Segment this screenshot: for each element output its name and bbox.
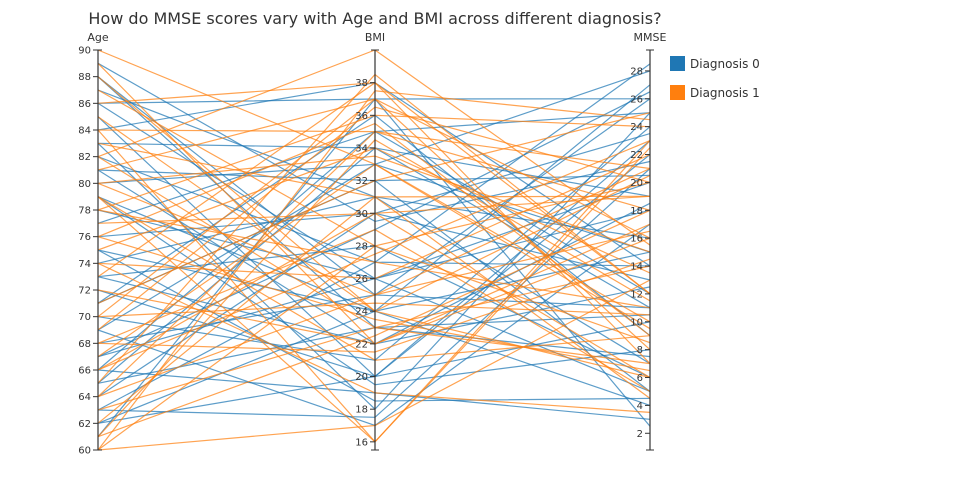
tick-label: 24 — [355, 307, 368, 318]
polyline-layer — [97, 49, 651, 451]
tick-label: 24 — [630, 122, 643, 133]
data-line-diagnosis-1 — [97, 73, 651, 384]
axis-bmi[interactable]: BMI 16 18 20 22 24 26 28 30 32 34 36 38 — [355, 31, 385, 451]
tick-label: 32 — [355, 176, 368, 187]
tick-label: 28 — [630, 66, 643, 77]
tick-label: 64 — [78, 392, 91, 403]
axis-age[interactable]: Age 60 62 64 66 68 70 72 74 76 78 80 82 84 86 88 90 — [78, 31, 109, 457]
data-line-diagnosis-0 — [97, 70, 651, 184]
tick-label: 12 — [630, 289, 643, 300]
data-line-diagnosis-1 — [97, 155, 651, 253]
tick-label: 72 — [78, 286, 91, 297]
data-line-diagnosis-1 — [97, 279, 651, 451]
chart-title: How do MMSE scores vary with Age and BMI… — [88, 9, 661, 28]
tick-label: 22 — [355, 339, 368, 350]
tick-label: 70 — [78, 312, 91, 323]
legend-swatch — [670, 85, 685, 100]
tick-label: 26 — [355, 274, 368, 285]
tick-label: 36 — [355, 111, 368, 122]
tick-label: 20 — [355, 372, 368, 383]
tick-label: 66 — [78, 366, 91, 377]
tick-label: 16 — [630, 234, 643, 245]
tick-label: 74 — [78, 259, 91, 270]
legend-item-diagnosis-0[interactable]: Diagnosis 0 — [670, 56, 760, 71]
tick-label: 80 — [78, 179, 91, 190]
data-line-diagnosis-0 — [97, 168, 651, 418]
tick-label: 8 — [637, 345, 643, 356]
legend-label: Diagnosis 0 — [690, 57, 760, 71]
data-line-diagnosis-0 — [97, 212, 651, 398]
tick-label: 22 — [630, 150, 643, 161]
tick-label: 34 — [355, 143, 368, 154]
tick-label: 6 — [637, 373, 643, 384]
axes-layer: Age60626466687072747678808284868890BMI16… — [78, 31, 666, 457]
tick-label: 86 — [78, 99, 91, 110]
legend-swatch — [670, 56, 685, 71]
tick-label: 10 — [630, 317, 643, 328]
tick-label: 18 — [630, 206, 643, 217]
tick-label: 4 — [637, 401, 643, 412]
data-line-diagnosis-1 — [97, 209, 651, 309]
tick-label: 76 — [78, 232, 91, 243]
tick-label: 20 — [630, 178, 643, 189]
tick-label: 16 — [355, 437, 368, 448]
tick-label: 78 — [78, 206, 91, 217]
tick-label: 88 — [78, 72, 91, 83]
tick-label: 84 — [78, 126, 91, 137]
tick-label: 90 — [78, 46, 91, 57]
tick-label: 68 — [78, 339, 91, 350]
tick-label: 18 — [355, 405, 368, 416]
tick-label: 30 — [355, 209, 368, 220]
tick-label: 82 — [78, 152, 91, 163]
tick-label: 14 — [630, 262, 643, 273]
axis-title: MMSE — [634, 31, 667, 44]
tick-label: 26 — [630, 94, 643, 105]
legend: Diagnosis 0 Diagnosis 1 — [670, 56, 760, 100]
tick-label: 2 — [637, 429, 643, 440]
data-line-diagnosis-0 — [97, 249, 651, 402]
data-line-diagnosis-1 — [97, 326, 651, 411]
legend-item-diagnosis-1[interactable]: Diagnosis 1 — [670, 85, 760, 100]
axis-title: Age — [87, 31, 109, 44]
tick-label: 38 — [355, 78, 368, 89]
tick-label: 60 — [78, 446, 91, 457]
tick-label: 62 — [78, 419, 91, 430]
axis-title: BMI — [365, 31, 385, 44]
legend-label: Diagnosis 1 — [690, 86, 760, 100]
tick-label: 28 — [355, 241, 368, 252]
